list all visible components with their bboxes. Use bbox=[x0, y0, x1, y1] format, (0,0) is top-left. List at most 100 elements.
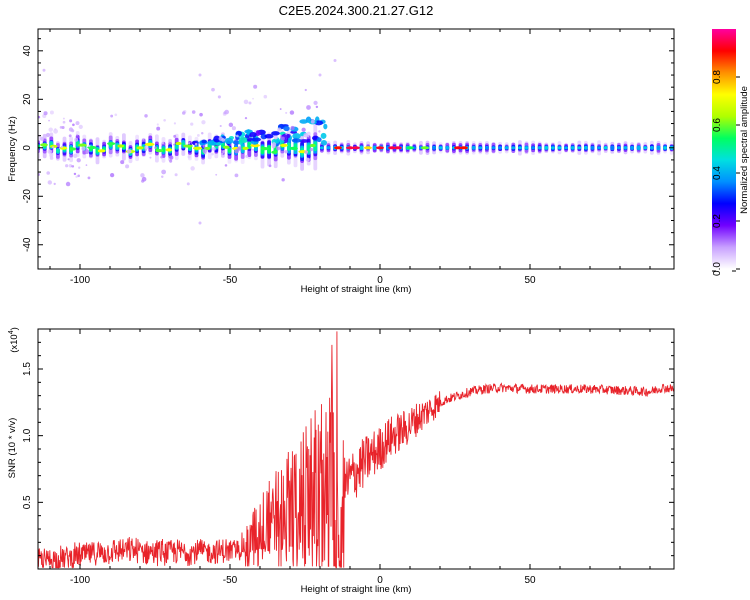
spectrogram-core bbox=[107, 142, 116, 146]
spectrogram-speckle bbox=[186, 182, 190, 186]
spectrogram-cell bbox=[432, 146, 436, 150]
spectrogram-speckle bbox=[156, 123, 159, 126]
spectrogram-speckle bbox=[251, 136, 254, 139]
spectrogram-speckle bbox=[304, 88, 307, 92]
spectrogram-core bbox=[97, 149, 106, 153]
spectrogram-hotspot bbox=[394, 146, 402, 150]
spectrogram-cell bbox=[564, 146, 568, 150]
spectrogram-core bbox=[144, 142, 155, 146]
spectrogram-speckle bbox=[76, 158, 81, 163]
spectrogram-speckle bbox=[38, 173, 41, 176]
spectrogram-speckle bbox=[253, 84, 258, 89]
spectrogram-hotspot bbox=[376, 146, 384, 150]
spectrogram-speckle bbox=[73, 172, 77, 176]
spectrogram-cell bbox=[531, 146, 535, 149]
spectrogram-speckle bbox=[125, 164, 130, 169]
spectrogram-speckle bbox=[75, 121, 80, 126]
spectrogram-speckle bbox=[71, 129, 75, 133]
spectrogram-hotspot bbox=[454, 146, 462, 150]
spectrogram-speckle bbox=[144, 114, 148, 118]
spectrogram-cell bbox=[372, 146, 377, 150]
spectrogram-blob bbox=[251, 137, 262, 142]
spectrogram-speckle bbox=[48, 119, 50, 122]
spectrogram-speckle bbox=[304, 150, 309, 155]
spectrogram-speckle bbox=[190, 166, 195, 171]
spectrogram-speckle bbox=[307, 135, 310, 138]
spectrogram-cell bbox=[478, 146, 483, 150]
spectrogram-speckle bbox=[142, 138, 145, 141]
spectrogram-speckle bbox=[62, 117, 65, 120]
spectrogram-cell bbox=[524, 146, 529, 150]
spectrogram-speckle bbox=[74, 137, 79, 142]
spectrogram-blob bbox=[316, 137, 322, 143]
spectrogram-blob bbox=[320, 139, 328, 146]
snr-plot-area bbox=[38, 329, 674, 569]
colorbar: 0.0 0.2 0.4 0.6 0.8 Normalized spectral ampl… bbox=[712, 29, 750, 276]
spectrogram-cell bbox=[590, 146, 595, 149]
spectrogram-speckle bbox=[234, 173, 239, 178]
snr-y-axis-label: SNR (10 * v/v) bbox=[7, 418, 18, 479]
spectrogram-speckle bbox=[201, 120, 206, 125]
spectrogram-speckle bbox=[110, 114, 114, 118]
spectrogram-speckle bbox=[194, 142, 198, 146]
spectrogram-core bbox=[242, 146, 249, 150]
spectrogram-blob bbox=[264, 133, 274, 139]
spectrogram-speckle bbox=[110, 173, 115, 178]
spectrogram-speckle bbox=[72, 123, 75, 127]
spectrogram-core bbox=[175, 141, 182, 146]
colorbar-scale bbox=[712, 29, 736, 269]
spectrogram-speckle bbox=[58, 147, 61, 150]
spectrogram-speckle bbox=[182, 111, 186, 115]
spectrogram-cell bbox=[491, 146, 496, 150]
snr-y-scale-factor: (x104) bbox=[8, 327, 20, 353]
spectrogram-speckle bbox=[114, 113, 118, 117]
spectrogram-speckle bbox=[75, 175, 78, 178]
spectrogram-speckle bbox=[231, 126, 236, 131]
spectrogram-speckle bbox=[67, 158, 70, 161]
spectrogram-cell bbox=[537, 146, 542, 149]
spectrogram-hotspot bbox=[334, 146, 342, 150]
spectrogram-speckle bbox=[315, 105, 319, 109]
spectrogram-speckle bbox=[76, 134, 79, 137]
spectrogram-core bbox=[309, 143, 316, 148]
spectrogram-speckle bbox=[220, 152, 224, 156]
spectrogram-speckle bbox=[144, 145, 149, 150]
spectrogram-blob bbox=[320, 132, 327, 139]
spectrogram-core bbox=[69, 147, 77, 151]
spectrogram-core bbox=[117, 144, 125, 148]
spectrogram-blob bbox=[271, 131, 280, 136]
y-tick-label: 40 bbox=[22, 45, 33, 57]
spectrogram-speckle bbox=[211, 152, 214, 156]
spectrogram-core bbox=[223, 145, 230, 149]
spectrogram-cell bbox=[617, 146, 621, 150]
spectrogram-core bbox=[280, 143, 288, 148]
spectrogram-speckle bbox=[173, 122, 177, 125]
spectrogram-speckle bbox=[48, 127, 53, 132]
spectrogram-cell bbox=[544, 146, 549, 149]
spectrogram-speckle bbox=[126, 149, 132, 154]
spectrogram-speckle bbox=[70, 165, 73, 168]
spectrogram-core bbox=[192, 146, 203, 150]
spectrogram-cell bbox=[610, 146, 615, 150]
spectrogram-speckle bbox=[276, 146, 281, 151]
spectrogram-speckle bbox=[252, 148, 255, 151]
spectrogram-cell bbox=[603, 146, 608, 150]
spectrogram-speckle bbox=[78, 124, 83, 129]
spectrogram-speckle bbox=[279, 108, 282, 110]
spectrogram-speckle bbox=[161, 169, 167, 175]
spectrogram-cell bbox=[471, 146, 476, 150]
spectrogram-speckle bbox=[161, 141, 165, 145]
y-tick-label: -20 bbox=[22, 189, 33, 204]
spectrogram-speckle bbox=[236, 134, 239, 138]
spectrogram-speckle bbox=[60, 145, 64, 149]
spectrogram-speckle bbox=[245, 154, 249, 158]
spectrogram-speckle bbox=[285, 111, 288, 114]
spectrogram-cell bbox=[584, 146, 588, 150]
spectrogram-cell bbox=[174, 145, 179, 149]
spectrogram-x-axis-label: Height of straight line (km) bbox=[301, 284, 412, 295]
spectrogram-speckle bbox=[202, 148, 208, 154]
spectrogram-hotspot bbox=[364, 146, 372, 150]
spectrogram-speckle bbox=[168, 140, 171, 143]
spectrogram-speckle bbox=[198, 73, 202, 77]
spectrogram-speckle bbox=[201, 132, 204, 135]
